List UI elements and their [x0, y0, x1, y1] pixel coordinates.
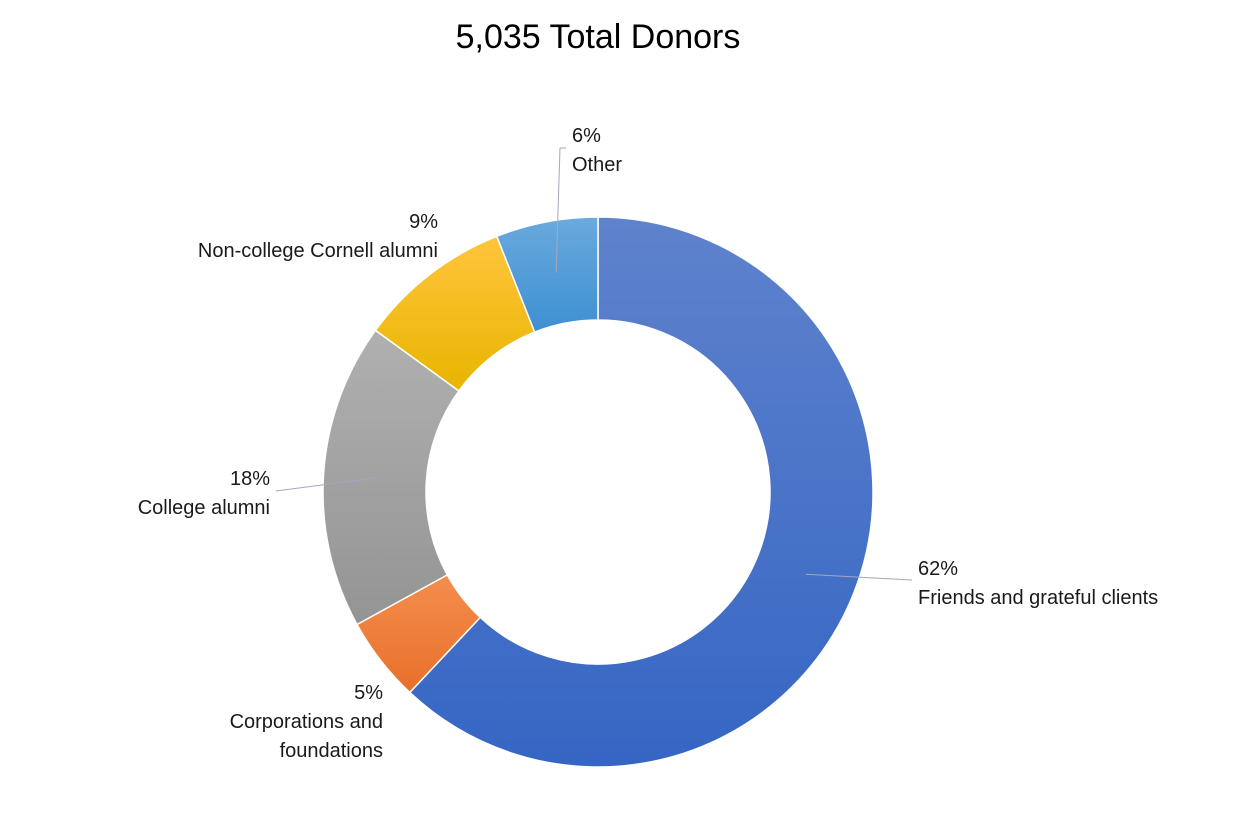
leader-line-other: [555, 147, 566, 273]
data-label-category-friends-and-grateful-clients: Friends and grateful clients: [918, 587, 1158, 609]
data-label-category-other: Other: [572, 154, 622, 176]
slice-other: [495, 216, 599, 334]
slice-college-alumni: [322, 329, 460, 626]
data-labels: 62% Friends and grateful clients 5% Corpora…: [138, 125, 1158, 762]
chart-title: 5,035 Total Donors: [456, 18, 741, 56]
data-label-percent-corporations-and-foundations: 5%: [354, 682, 383, 704]
data-label-category-college-alumni: College alumni: [138, 497, 270, 519]
data-label-percent-other: 6%: [572, 125, 601, 147]
data-label-category-corporations-and-foundations: Corporations and foundations: [230, 711, 383, 762]
data-label-percent-friends-and-grateful-clients: 62%: [918, 558, 958, 580]
leader-line-friends-and-grateful-clients: [805, 573, 913, 581]
data-label-category-non-college-cornell-alumni: Non-college Cornell alumni: [198, 240, 438, 262]
slices-layer: [322, 216, 874, 768]
data-label-percent-college-alumni: 18%: [230, 468, 270, 490]
data-label-percent-non-college-cornell-alumni: 9%: [409, 211, 438, 233]
slice-friends-and-grateful-clients: [408, 216, 874, 768]
leader-line-college-alumni: [275, 477, 376, 492]
leader-lines: [275, 147, 913, 581]
